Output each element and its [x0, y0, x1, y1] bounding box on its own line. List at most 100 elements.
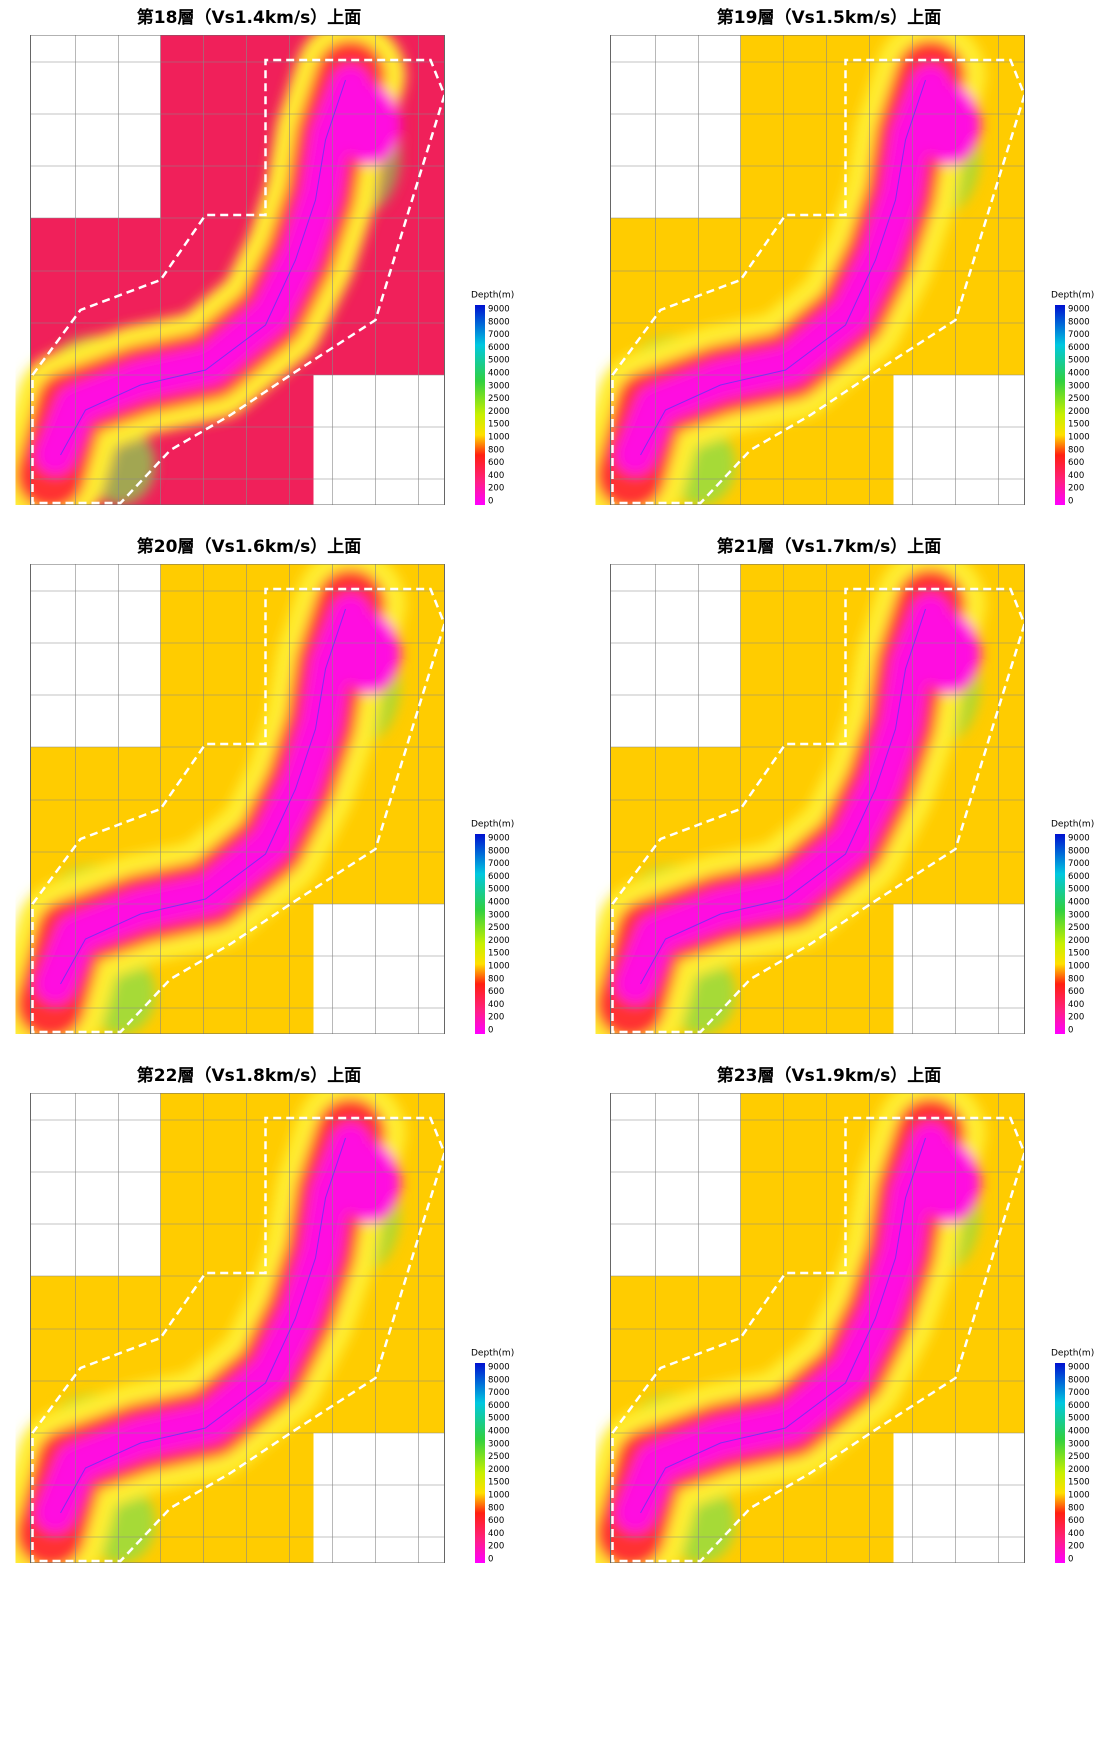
colorbar-tick-label: 600 — [1068, 458, 1084, 468]
colorbar-tick-label: 400 — [1068, 1529, 1084, 1539]
panel-title: 第20層（Vs1.6km/s）上面 — [137, 536, 361, 557]
colorbar-tick-label: 2000 — [1068, 407, 1090, 417]
colorbar-tick-label: 5000 — [1068, 356, 1090, 366]
map-panel: 第20層（Vs1.6km/s）上面Depth(m)900080007000600… — [31, 536, 515, 1036]
colorbar-tick-label: 0 — [1068, 497, 1073, 507]
colorbar-tick-label: 8000 — [488, 317, 510, 327]
colorbar — [1055, 1363, 1065, 1563]
panel-title: 第21層（Vs1.7km/s）上面 — [717, 536, 941, 557]
colorbar-tick-label: 4000 — [488, 369, 510, 379]
map-panel: 第22層（Vs1.8km/s）上面Depth(m)900080007000600… — [31, 1065, 515, 1565]
depth-map — [31, 1093, 445, 1563]
depth-map — [31, 35, 445, 505]
colorbar-tick-label: 1000 — [488, 1491, 510, 1501]
colorbar-tick-label: 600 — [1068, 1516, 1084, 1526]
colorbar-tick-label: 7000 — [1068, 1388, 1090, 1398]
colorbar-tick-label: 1000 — [488, 433, 510, 443]
colorbar-tick-label: 4000 — [1068, 369, 1090, 379]
colorbar-tick-label: 7000 — [1068, 859, 1090, 869]
colorbar-tick-label: 600 — [488, 987, 504, 997]
colorbar-tick-label: 8000 — [1068, 846, 1090, 856]
colorbar-tick-label: 6000 — [488, 343, 510, 353]
colorbar-tick-label: 4000 — [488, 898, 510, 908]
colorbar-tick-label: 3000 — [488, 381, 510, 391]
colorbar-tick-label: 2000 — [1068, 936, 1090, 946]
colorbar-tick-label: 3000 — [488, 910, 510, 920]
colorbar-title: Depth(m) — [1051, 820, 1094, 830]
colorbar-tick-label: 6000 — [1068, 343, 1090, 353]
colorbar-tick-label: 200 — [1068, 484, 1084, 494]
colorbar-tick-label: 1500 — [488, 1478, 510, 1488]
colorbar-tick-label: 0 — [1068, 1555, 1073, 1565]
colorbar-tick-label: 1000 — [1068, 433, 1090, 443]
colorbar-tick-label: 1500 — [1068, 949, 1090, 959]
colorbar-tick-label: 400 — [488, 471, 504, 481]
colorbar — [1055, 834, 1065, 1034]
colorbar-tick-label: 9000 — [488, 305, 510, 315]
colorbar-tick-label: 800 — [1068, 1503, 1084, 1513]
map-panel: 第18層（Vs1.4km/s）上面Depth(m)900080007000600… — [31, 7, 515, 507]
colorbar-tick-label: 1000 — [488, 962, 510, 972]
colorbar-tick-label: 1500 — [488, 949, 510, 959]
colorbar-tick-label: 6000 — [488, 1401, 510, 1411]
colorbar-tick-label: 1500 — [1068, 420, 1090, 430]
colorbar-tick-label: 800 — [488, 445, 504, 455]
colorbar-title: Depth(m) — [471, 1349, 514, 1359]
depth-map — [611, 35, 1025, 505]
colorbar-tick-label: 6000 — [488, 872, 510, 882]
colorbar-tick-label: 2000 — [1068, 1465, 1090, 1475]
colorbar-tick-label: 0 — [1068, 1026, 1073, 1036]
colorbar-tick-label: 8000 — [1068, 1375, 1090, 1385]
colorbar-title: Depth(m) — [471, 291, 514, 301]
panel-title: 第22層（Vs1.8km/s）上面 — [137, 1065, 361, 1086]
map-panel: 第23層（Vs1.9km/s）上面Depth(m)900080007000600… — [611, 1065, 1095, 1565]
colorbar-tick-label: 800 — [488, 1503, 504, 1513]
depth-map — [31, 564, 445, 1034]
colorbar-tick-label: 2500 — [488, 394, 510, 404]
colorbar-tick-label: 9000 — [1068, 1363, 1090, 1373]
colorbar-tick-label: 1500 — [1068, 1478, 1090, 1488]
colorbar-tick-label: 1000 — [1068, 962, 1090, 972]
panel-title: 第23層（Vs1.9km/s）上面 — [717, 1065, 941, 1086]
colorbar-tick-label: 200 — [488, 484, 504, 494]
colorbar-tick-label: 7000 — [488, 859, 510, 869]
colorbar-tick-label: 600 — [488, 1516, 504, 1526]
colorbar — [1055, 305, 1065, 505]
colorbar-tick-label: 2500 — [488, 1452, 510, 1462]
colorbar-tick-label: 200 — [488, 1013, 504, 1023]
colorbar-tick-label: 2500 — [1068, 394, 1090, 404]
colorbar-tick-label: 200 — [1068, 1542, 1084, 1552]
colorbar-tick-label: 800 — [1068, 445, 1084, 455]
colorbar-tick-label: 5000 — [1068, 885, 1090, 895]
colorbar-tick-label: 9000 — [1068, 834, 1090, 844]
depth-map — [611, 564, 1025, 1034]
colorbar-tick-label: 800 — [1068, 974, 1084, 984]
colorbar-tick-label: 4000 — [488, 1427, 510, 1437]
figure: 第18層（Vs1.4km/s）上面Depth(m)900080007000600… — [0, 0, 1105, 1740]
colorbar-tick-label: 2500 — [1068, 923, 1090, 933]
colorbar-tick-label: 6000 — [1068, 872, 1090, 882]
colorbar-tick-label: 8000 — [488, 1375, 510, 1385]
colorbar-title: Depth(m) — [471, 820, 514, 830]
colorbar-tick-label: 3000 — [1068, 1439, 1090, 1449]
colorbar-tick-label: 3000 — [1068, 381, 1090, 391]
colorbar-tick-label: 2500 — [1068, 1452, 1090, 1462]
colorbar-tick-label: 0 — [488, 497, 493, 507]
colorbar-tick-label: 7000 — [488, 330, 510, 340]
colorbar-tick-label: 4000 — [1068, 898, 1090, 908]
colorbar-tick-label: 3000 — [488, 1439, 510, 1449]
page: {"panels": [ {"title": "第18層（Vs1.4km/s）上… — [0, 0, 1105, 1740]
colorbar-tick-label: 400 — [1068, 1000, 1084, 1010]
colorbar-tick-label: 400 — [488, 1529, 504, 1539]
colorbar-tick-label: 5000 — [488, 356, 510, 366]
colorbar-tick-label: 5000 — [488, 1414, 510, 1424]
colorbar-tick-label: 5000 — [488, 885, 510, 895]
colorbar-tick-label: 2500 — [488, 923, 510, 933]
colorbar-tick-label: 3000 — [1068, 910, 1090, 920]
colorbar-tick-label: 0 — [488, 1555, 493, 1565]
colorbar-tick-label: 1500 — [488, 420, 510, 430]
panel-title: 第19層（Vs1.5km/s）上面 — [717, 7, 941, 28]
colorbar-tick-label: 7000 — [1068, 330, 1090, 340]
colorbar-tick-label: 9000 — [488, 1363, 510, 1373]
colorbar-tick-label: 800 — [488, 974, 504, 984]
